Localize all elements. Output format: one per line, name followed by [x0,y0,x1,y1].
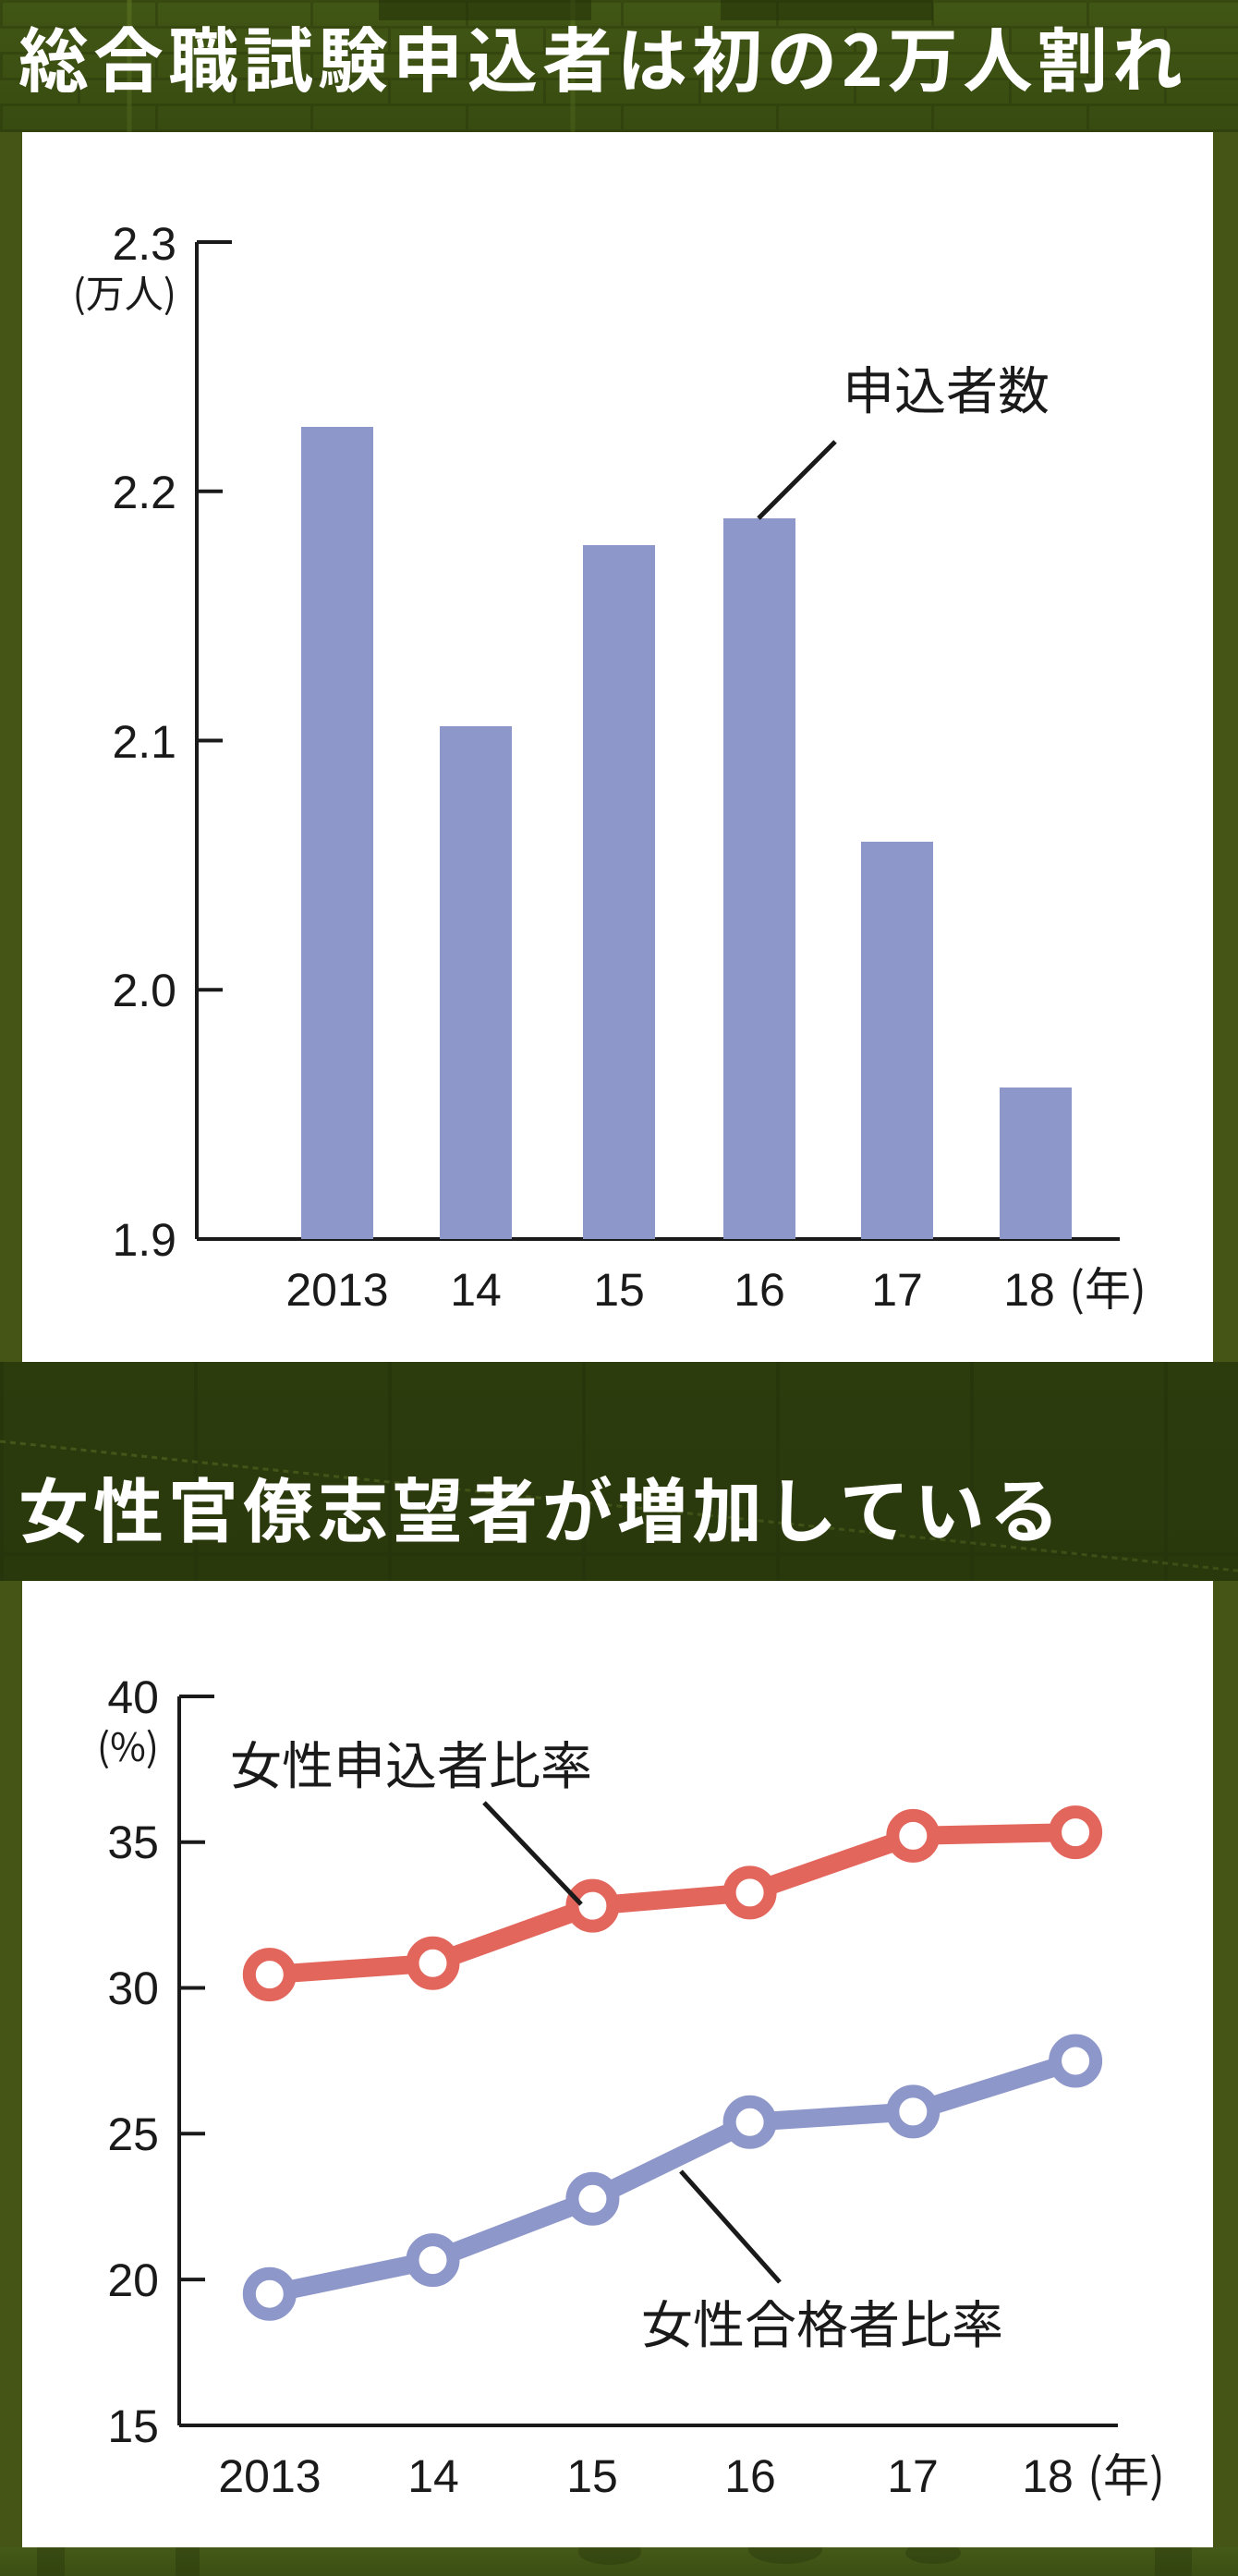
svg-text:16: 16 [734,1264,785,1316]
svg-text:14: 14 [407,2450,459,2502]
svg-text:15: 15 [593,1264,645,1316]
svg-text:18: 18 [1022,2450,1074,2502]
svg-text:(年): (年) [1069,1253,1147,1319]
svg-text:2.2: 2.2 [112,467,176,518]
svg-text:35: 35 [107,1817,159,1868]
svg-text:15: 15 [566,2450,618,2502]
svg-text:16: 16 [724,2450,776,2502]
svg-text:40: 40 [107,1671,159,1723]
svg-text:14: 14 [450,1264,502,1316]
svg-text:2.1: 2.1 [112,716,176,768]
svg-text:2.0: 2.0 [112,965,176,1016]
svg-text:(万人): (万人) [73,263,176,320]
svg-text:15: 15 [107,2400,159,2452]
svg-text:女性申込者比率: 女性申込者比率 [230,1725,592,1800]
svg-text:30: 30 [107,1962,159,2014]
svg-text:17: 17 [887,2450,939,2502]
svg-text:17: 17 [871,1264,923,1316]
svg-text:1.9: 1.9 [112,1214,176,1266]
svg-text:25: 25 [107,2108,159,2160]
svg-text:20: 20 [107,2254,159,2306]
svg-text:18: 18 [1003,1264,1055,1316]
svg-text:2.3: 2.3 [112,218,176,270]
svg-text:2013: 2013 [218,2450,321,2502]
svg-text:2013: 2013 [285,1264,388,1316]
svg-text:(年): (年) [1087,2439,1165,2506]
svg-text:(%): (%) [97,1717,159,1773]
svg-text:申込者数: 申込者数 [843,350,1050,425]
svg-text:女性合格者比率: 女性合格者比率 [641,2284,1003,2359]
